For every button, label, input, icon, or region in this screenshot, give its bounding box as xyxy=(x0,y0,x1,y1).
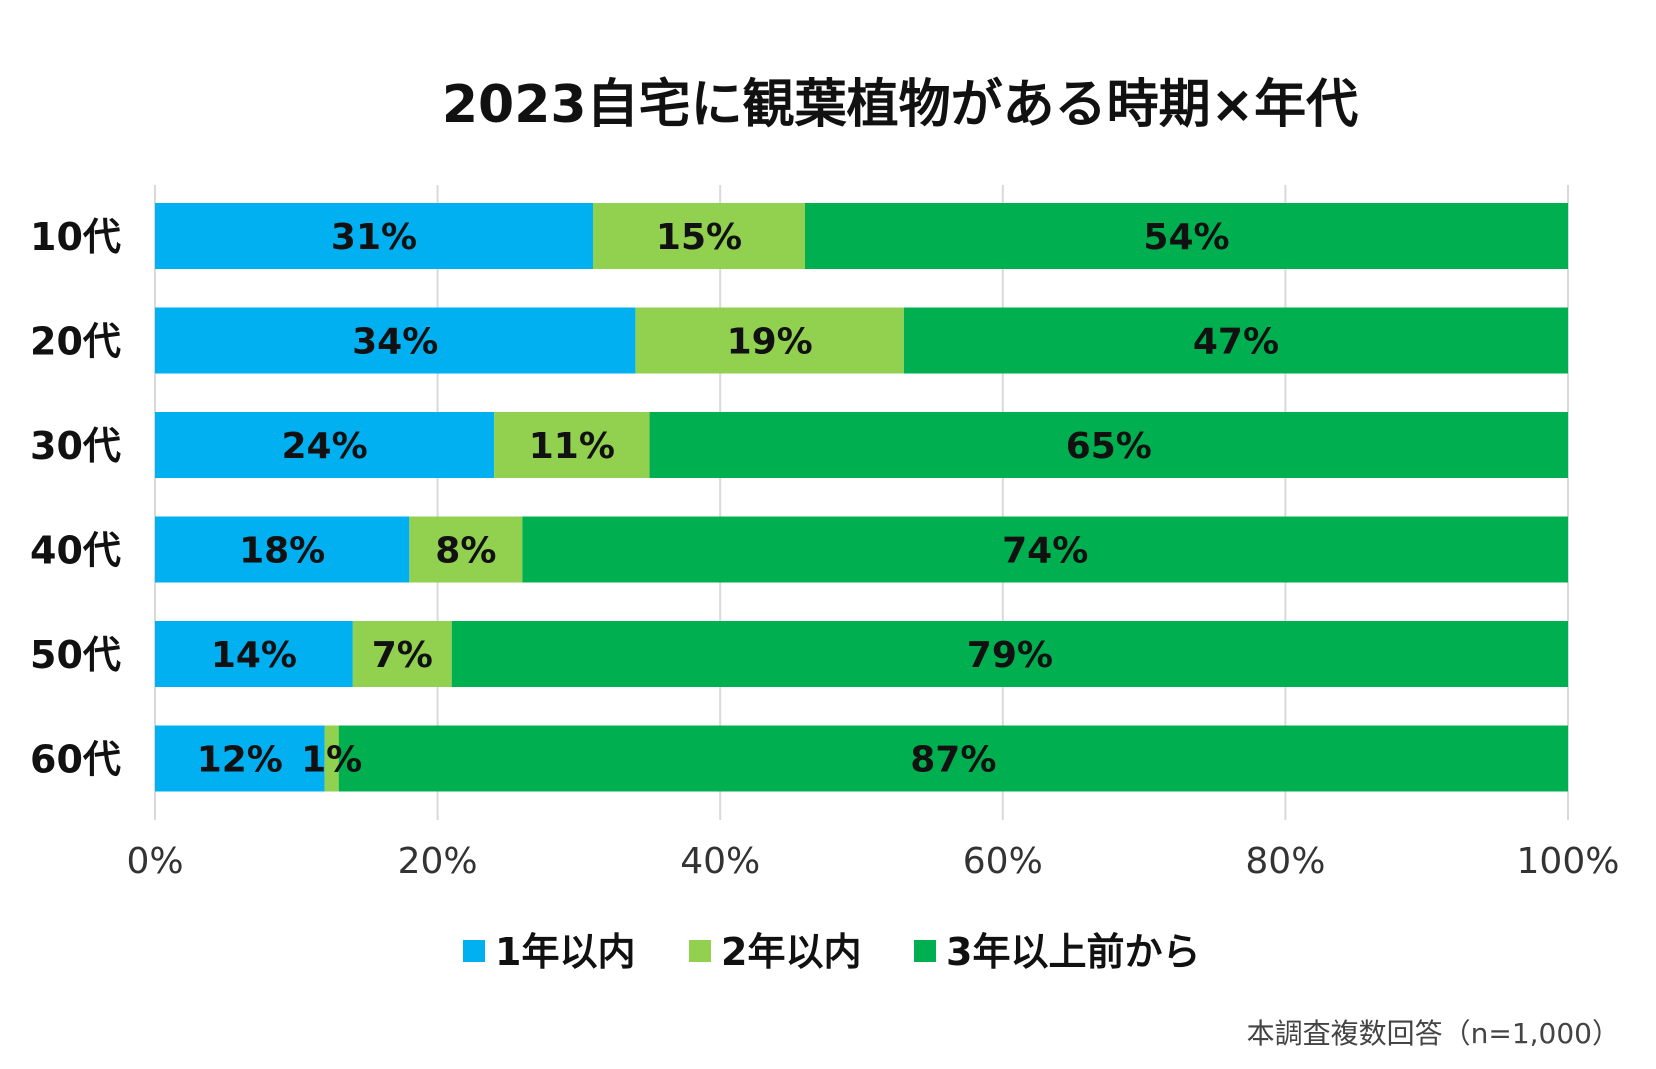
legend-label-1: 1年以内 xyxy=(495,930,635,974)
chart-title: 2023自宅に観葉植物がある時期×年代 xyxy=(442,75,1358,135)
legend: 1年以内 2年以内 3年以上前から xyxy=(463,930,1200,974)
bar-5-3 xyxy=(451,621,1569,687)
bar-label-2-2: 19% xyxy=(727,322,813,363)
bar-label-2-1: 34% xyxy=(352,322,438,363)
category-label-4: 40代 xyxy=(30,529,121,573)
category-label-1: 10代 xyxy=(30,215,121,259)
bar-5-2 xyxy=(352,621,452,687)
x-tick-label-2: 40% xyxy=(680,841,760,882)
x-tick-label-5: 100% xyxy=(1517,841,1620,882)
bar-label-1-1: 31% xyxy=(331,217,417,258)
bar-label-4-3: 74% xyxy=(1002,531,1088,572)
bar-label-1-3: 54% xyxy=(1143,217,1229,258)
bar-label-6-1: 12% xyxy=(197,740,283,781)
bar-label-5-2: 7% xyxy=(372,635,433,676)
bar-5-1 xyxy=(155,621,353,687)
x-axis-tick-labels: 0% 20% 40% 60% 80% 100% xyxy=(126,841,1619,882)
bar-6-1 xyxy=(155,725,325,792)
bar-4-1 xyxy=(155,516,410,583)
bar-6-2 xyxy=(324,725,339,792)
legend-swatch-1 xyxy=(463,940,485,962)
legend-swatch-2 xyxy=(689,940,711,962)
bar-4-2 xyxy=(409,516,523,583)
x-tick-label-1: 20% xyxy=(398,841,478,882)
category-labels: 10代 20代 30代 40代 50代 60代 xyxy=(30,215,121,782)
x-tick-label-3: 60% xyxy=(963,841,1043,882)
bar-3-1 xyxy=(155,412,495,478)
bar-label-4-1: 18% xyxy=(239,531,325,572)
legend-swatch-3 xyxy=(914,940,936,962)
bar-4-3 xyxy=(522,516,1568,583)
bar-2-3 xyxy=(903,307,1568,374)
bar-1-3 xyxy=(804,203,1568,269)
bar-label-3-1: 24% xyxy=(281,426,367,467)
bar-6-3 xyxy=(338,725,1569,792)
bars: 31% 15% 54% 34% 19% 47% 24% 11% 65% 18% 8% 74% 14% 7%… xyxy=(155,203,1569,792)
bar-label-5-3: 79% xyxy=(967,635,1053,676)
bar-label-4-2: 8% xyxy=(435,531,496,572)
bar-label-3-2: 11% xyxy=(529,426,615,467)
bar-2-1 xyxy=(155,307,636,374)
bar-2-2 xyxy=(635,307,904,374)
bar-3-2 xyxy=(494,412,650,478)
x-tick-label-0: 0% xyxy=(126,841,183,882)
bar-1-1 xyxy=(155,203,594,269)
bar-label-5-1: 14% xyxy=(211,635,297,676)
bar-3-3 xyxy=(649,412,1568,478)
category-label-2: 20代 xyxy=(30,320,121,364)
x-tick-label-4: 80% xyxy=(1245,841,1325,882)
bar-label-6-3: 87% xyxy=(910,740,996,781)
bar-label-6-2: 1% xyxy=(301,740,362,781)
category-label-6: 60代 xyxy=(30,738,121,782)
bar-label-1-2: 15% xyxy=(656,217,742,258)
gridlines xyxy=(154,185,1569,820)
category-label-3: 30代 xyxy=(30,424,121,468)
legend-label-3: 3年以上前から xyxy=(946,930,1200,974)
legend-label-2: 2年以内 xyxy=(721,930,861,974)
bar-label-3-3: 65% xyxy=(1066,426,1152,467)
footnote: 本調査複数回答（n=1,000） xyxy=(1247,1017,1620,1050)
category-label-5: 50代 xyxy=(30,633,121,677)
bar-1-2 xyxy=(593,203,805,269)
bar-label-2-3: 47% xyxy=(1193,322,1279,363)
